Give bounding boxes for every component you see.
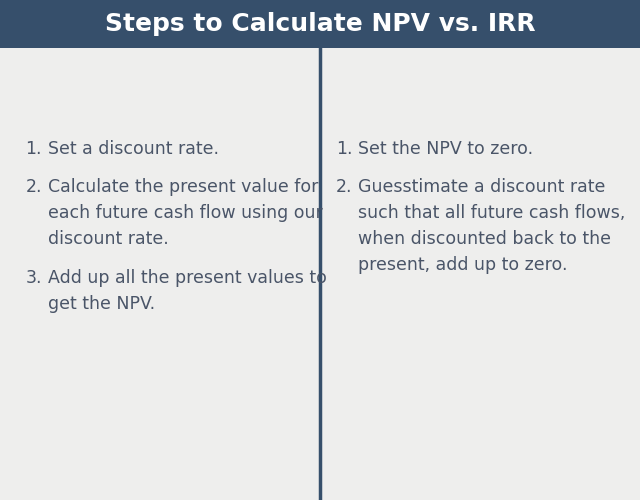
Text: 3.: 3. [26,269,42,287]
Text: 2.: 2. [336,178,353,196]
Text: Set the NPV to zero.: Set the NPV to zero. [358,140,534,158]
Bar [0,0,640,48]
Text: discount rate.: discount rate. [48,230,169,248]
Text: Guesstimate a discount rate: Guesstimate a discount rate [358,178,606,196]
Text: such that all future cash flows,: such that all future cash flows, [358,204,626,222]
Text: get the NPV.: get the NPV. [48,295,155,313]
Text: Calculate the present value for: Calculate the present value for [48,178,318,196]
Text: 1.: 1. [336,140,353,158]
Text: each future cash flow using our: each future cash flow using our [48,204,323,222]
Text: present, add up to zero.: present, add up to zero. [358,256,568,274]
Text: Add up all the present values to: Add up all the present values to [48,269,327,287]
Text: 1.: 1. [26,140,42,158]
Text: Steps to Calculate NPV vs. IRR: Steps to Calculate NPV vs. IRR [105,12,535,36]
Text: when discounted back to the: when discounted back to the [358,230,611,248]
Text: 2.: 2. [26,178,42,196]
Text: Set a discount rate.: Set a discount rate. [48,140,219,158]
